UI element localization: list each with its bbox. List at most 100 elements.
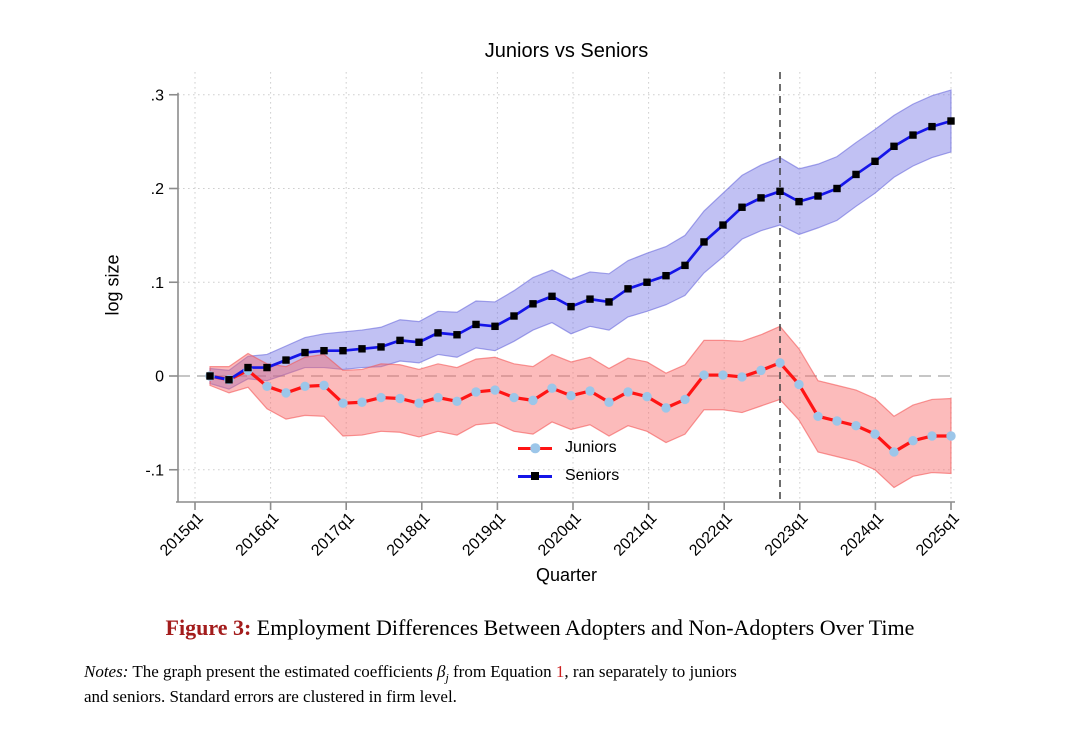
x-tick-label: 2017q1 [308,510,358,560]
seniors-data-point [757,194,765,202]
chart-legend: Juniors Seniors [518,438,619,494]
seniors-data-point [605,298,613,306]
equation-link[interactable]: 1 [555,662,565,681]
seniors-data-point [472,320,480,329]
juniors-data-point [832,416,842,426]
figure-caption: Figure 3: Employment Differences Between… [0,615,1080,641]
juniors-data-point [528,395,538,406]
seniors-data-point [320,346,328,355]
notes-text: The graph present the estimated coeffici… [128,662,437,681]
legend-item-juniors: Juniors [518,438,619,458]
x-tick-label: 2020q1 [535,510,585,560]
juniors-data-point [471,387,481,397]
juniors-data-point [585,386,595,396]
seniors-data-point [339,346,347,355]
juniors-data-point [908,435,918,446]
juniors-data-point [509,392,519,403]
juniors-data-point [357,397,367,407]
seniors-data-point [719,221,727,229]
juniors-data-point [452,396,462,407]
seniors-data-point [206,372,214,380]
juniors-data-point [604,397,614,407]
juniors-marker-icon [530,443,540,453]
juniors-data-point [433,392,443,403]
y-tick-label: .3 [151,87,164,104]
juniors-line-sample [518,438,552,458]
seniors-data-point [434,329,442,337]
seniors-data-point [529,300,537,308]
seniors-data-point [377,343,385,351]
seniors-confidence-band [209,89,952,390]
y-tick-label: .2 [151,181,164,198]
seniors-data-point [852,170,860,179]
juniors-data-point [414,398,424,408]
chart-canvas: .3 .2 .1 0 -.1 2015q1 2016q1 2017q1 2018q1 2019q1… [145,72,963,560]
juniors-data-point [794,379,804,390]
x-tick-label: 2016q1 [233,510,283,560]
juniors-data-point [623,387,633,397]
seniors-marker-icon [531,472,539,480]
seniors-data-point [244,363,252,372]
legend-label-seniors: Seniors [565,467,620,484]
juniors-line [208,361,953,454]
x-tick-label: 2024q1 [837,510,887,560]
notes-prefix: Notes: [84,662,129,681]
x-tick-label: 2015q1 [157,510,207,560]
seniors-data-point [415,338,423,346]
juniors-data-point [946,431,956,441]
seniors-data-point [643,278,651,286]
seniors-data-point [548,292,556,301]
seniors-data-point [282,356,290,364]
juniors-data-point [680,394,690,405]
legend-label-juniors: Juniors [565,439,617,456]
seniors-data-point [738,203,746,211]
seniors-data-point [700,238,708,246]
x-tick-label: 2018q1 [384,510,434,560]
seniors-data-point [358,345,366,353]
x-axis-label: Quarter [535,565,598,585]
seniors-data-point [567,302,575,311]
juniors-data-point [889,447,899,457]
seniors-data-point [681,261,689,270]
y-tick-label: -.1 [145,462,164,479]
juniors-data-point [319,380,329,391]
seniors-line-sample [518,466,552,486]
seniors-data-point [928,122,936,131]
figure-notes: Notes: The graph present the estimated c… [84,661,1024,709]
juniors-confidence-band [209,325,952,489]
x-tick-label: 2023q1 [762,510,812,560]
juniors-data-point [300,381,310,392]
seniors-line [208,119,953,382]
seniors-data-point [833,184,841,193]
beta-symbol: β [436,662,446,681]
seniors-data-point [776,187,784,196]
juniors-data-point [737,372,747,382]
seniors-data-point [396,336,404,345]
juniors-data-point [376,392,386,403]
juniors-data-point [547,383,557,393]
seniors-data-point [510,312,518,320]
chart-title: Juniors vs Seniors [484,40,649,62]
notes-text: , ran separately to juniors [564,662,737,681]
juniors-data-point [395,393,405,404]
juniors-data-point [851,420,861,431]
juniors-data-point [756,365,766,376]
juniors-data-point [338,398,348,408]
x-tick-label: 2022q1 [686,510,736,560]
seniors-data-point [947,117,955,125]
juniors-data-point [775,358,785,368]
juniors-data-point [661,403,671,413]
juniors-data-point [566,390,576,401]
legend-item-seniors: Seniors [518,466,619,486]
x-tick-label: 2025q1 [913,510,963,560]
y-tick-label: .1 [151,275,164,292]
juniors-data-point [927,431,937,441]
seniors-data-point [662,271,670,280]
juniors-data-point [813,411,823,422]
beta-subscript: j [445,670,449,685]
seniors-data-point [301,348,309,357]
juniors-data-point [262,381,272,392]
x-tick-label: 2019q1 [459,510,509,560]
seniors-data-point [586,295,594,303]
